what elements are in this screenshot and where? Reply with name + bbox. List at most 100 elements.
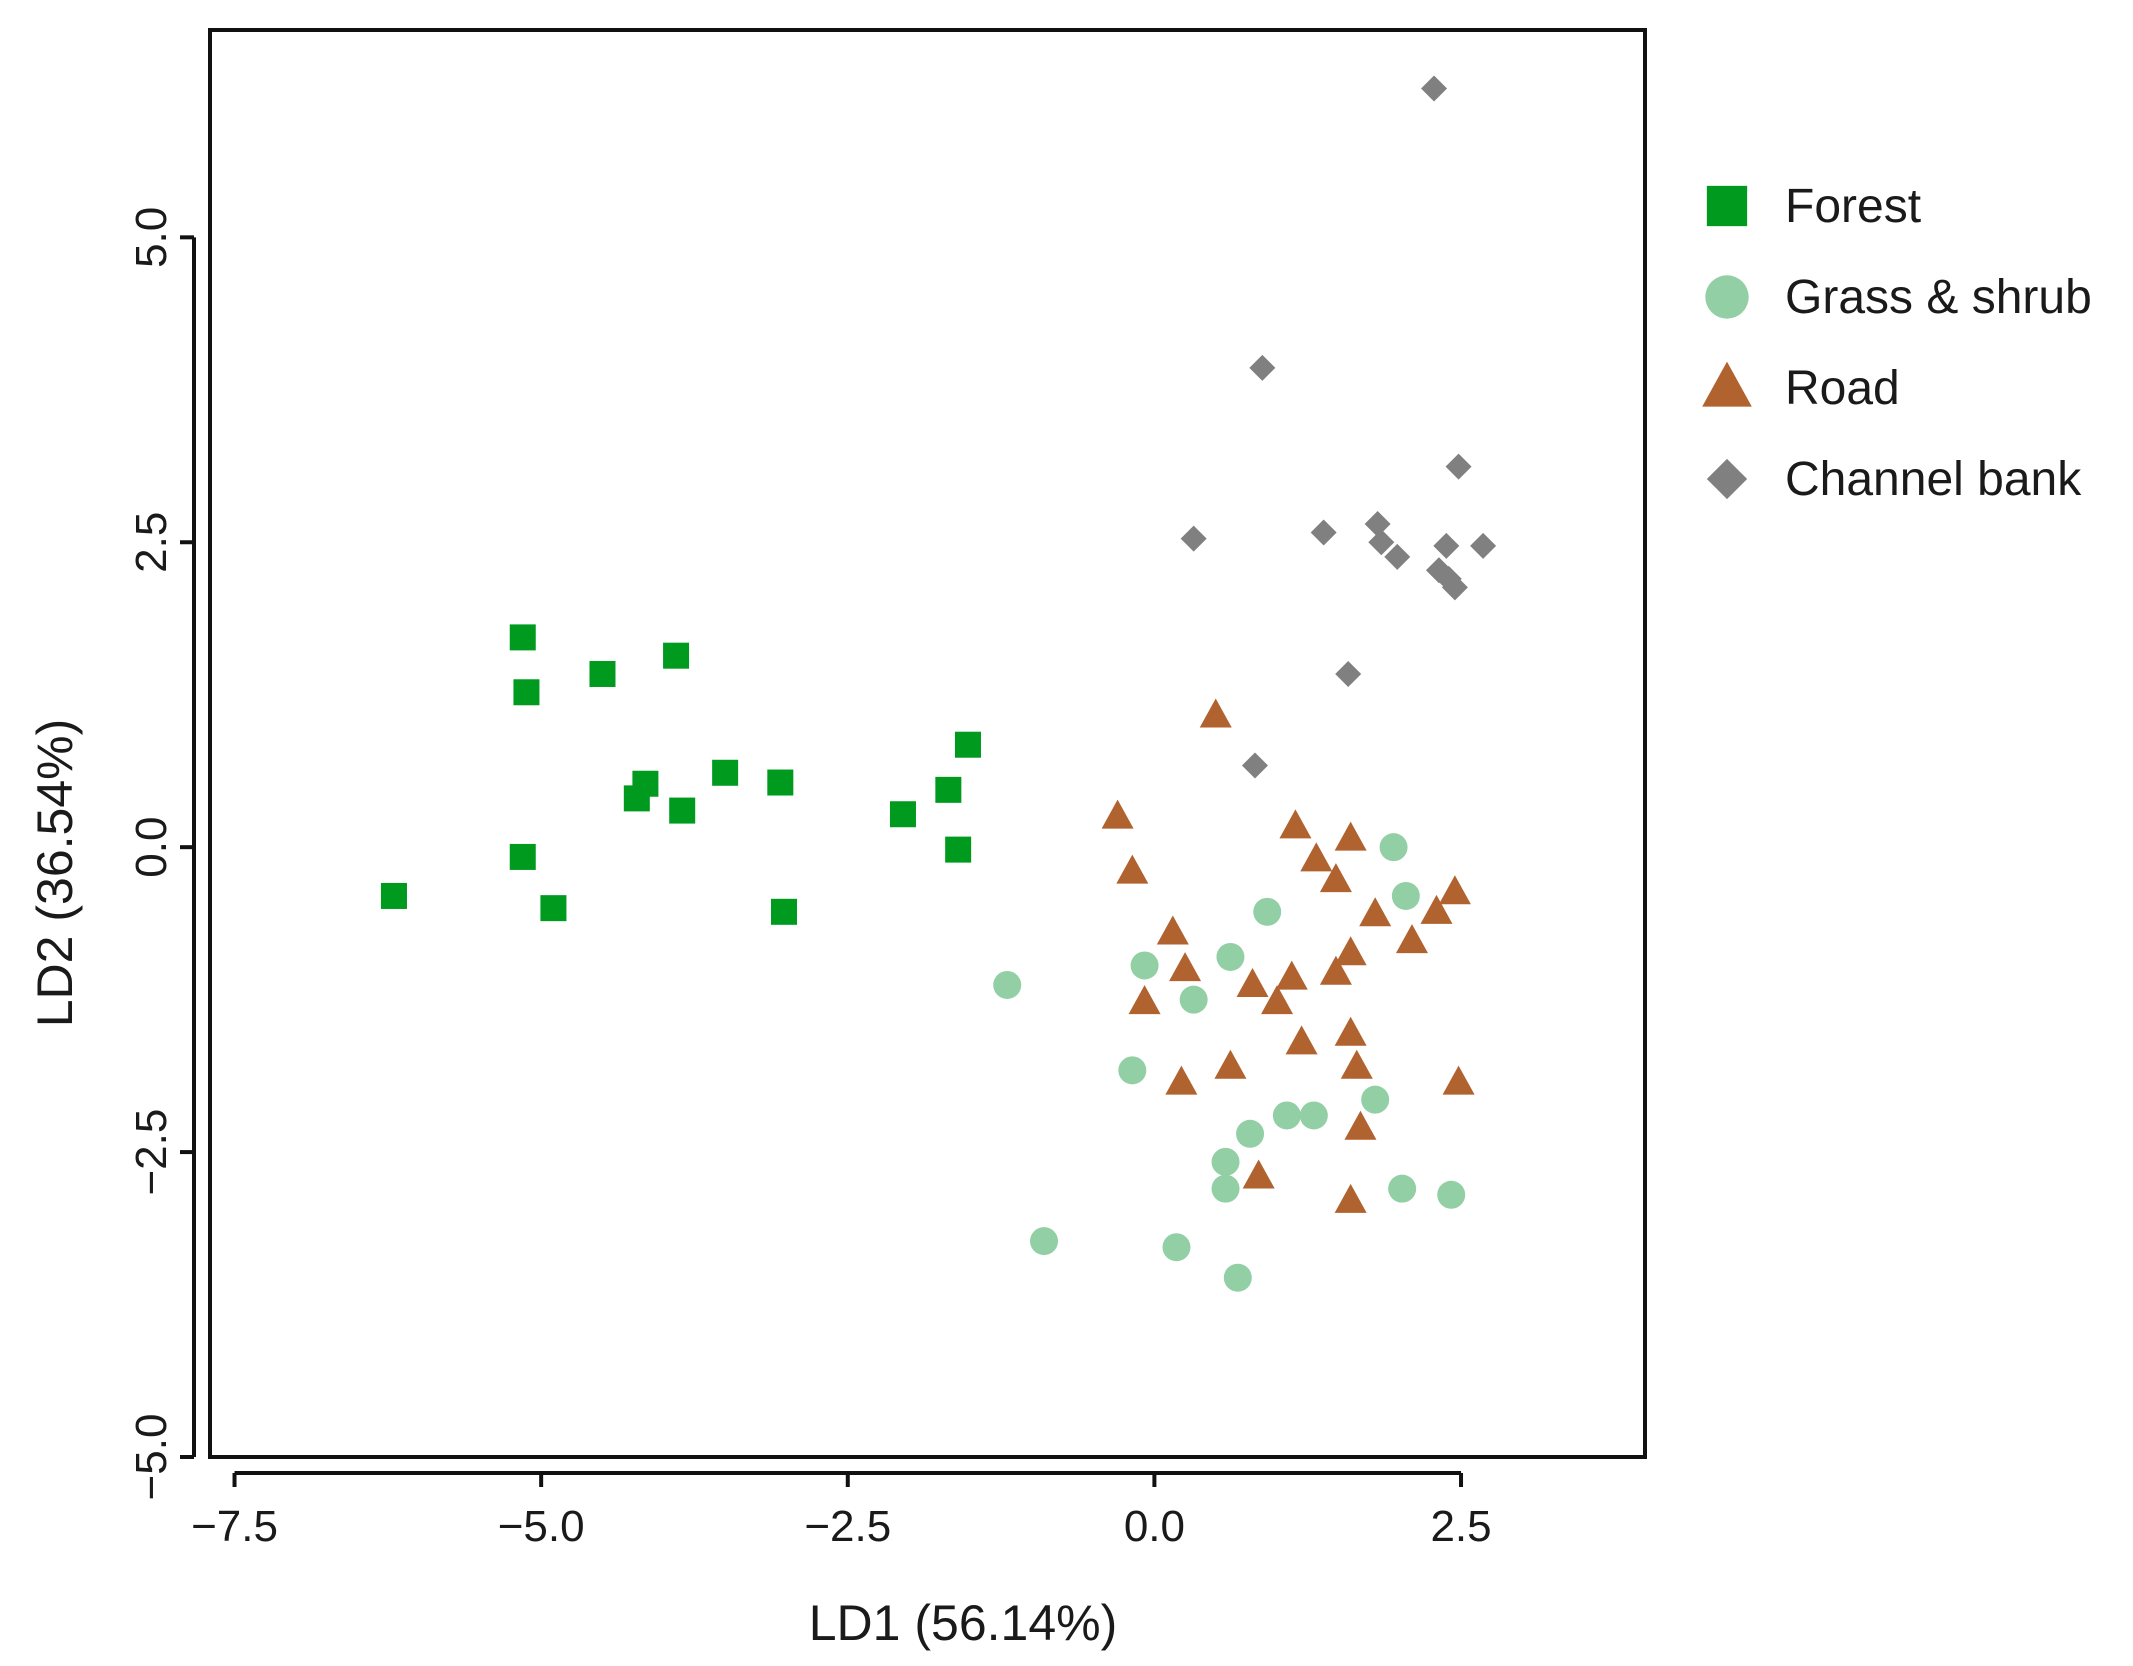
road-point [1340,1049,1373,1079]
road-point [1101,799,1134,829]
y-tick-label: 5.0 [127,207,176,268]
legend: Forest Grass & shrub Road Channel bank [1702,180,2092,506]
legend-grass-shrub-label: Grass & shrub [1785,271,2092,324]
channel-bank-point [1310,519,1337,546]
road-point [1279,809,1312,839]
grass-shrub-point [1162,1233,1191,1262]
road-point [1344,1110,1377,1140]
forest-point [589,660,616,687]
road-point [1334,936,1367,966]
x-tick-label: 2.5 [1430,1502,1491,1551]
legend-channel-bank-swatch [1706,458,1748,500]
road-point [1261,985,1294,1015]
channel-bank-point [1249,354,1276,381]
forest-point [771,898,797,925]
legend-grass-shrub-swatch [1705,275,1749,319]
road-point [1275,960,1308,990]
channel-bank-point [1368,529,1395,556]
axes: −7.5 −5.0 −2.5 0.0 2.5 −5.0 −2.5 0.0 2.5 5.0 [127,207,1492,1551]
legend-forest-label: Forest [1785,180,1921,233]
channel-bank-point [1445,453,1472,480]
forest-point [540,895,567,922]
road-point [1116,854,1149,884]
channel-bank-point [1441,574,1468,601]
channel-bank-point [1433,532,1460,559]
y-tick-label: 0.0 [127,817,176,878]
grass-shrub-point [1216,942,1245,971]
forest-point [954,731,981,758]
road-point [1359,897,1392,927]
grass-shrub-point [993,970,1022,999]
forest-point [509,624,536,651]
road-point [1420,894,1453,924]
forest-point [669,797,696,824]
grass-shrub-point [1130,951,1159,980]
road-point [1242,1159,1275,1189]
forest-point [513,679,540,706]
grass-shrub-point [1437,1180,1466,1209]
grass-shrub-point [1253,897,1282,926]
channel-bank-point [1364,510,1391,537]
road-point [1156,915,1189,945]
forest-point [712,759,739,786]
grass-shrub-point [1272,1101,1301,1130]
grass-shrub-point [1211,1147,1240,1176]
y-tick-label: 2.5 [127,512,176,573]
grass-shrub-point [1299,1101,1328,1130]
plot-frame [208,28,1647,1459]
x-tick-label: −7.5 [191,1502,278,1551]
grass-shrub-point [1211,1174,1240,1203]
road-point [1334,1183,1367,1213]
channel-bank-point [1384,543,1411,570]
road-point [1214,1049,1247,1079]
road-point [1334,821,1367,851]
y-axis-title: LD2 (36.54%) [27,719,83,1028]
forest-point [935,776,962,803]
x-tick-label: −2.5 [804,1502,891,1551]
grass-shrub-point [1236,1119,1265,1148]
grass-shrub-point [1118,1056,1147,1085]
road-point [1165,1065,1198,1095]
forest-point [380,882,407,909]
legend-road-label: Road [1785,362,1900,415]
forest-point [632,770,659,797]
forest-point [767,769,794,796]
forest-point [945,836,972,863]
road-point [1169,952,1202,982]
road-point [1285,1025,1318,1055]
legend-channel-bank-label: Channel bank [1785,453,2082,506]
road-point [1334,1016,1367,1046]
grass-shrub-point [1361,1085,1390,1114]
road-point [1395,924,1428,954]
channel-bank-point [1421,75,1448,102]
road-point [1128,985,1161,1015]
road-point [1199,698,1232,728]
legend-road-swatch [1702,361,1752,407]
forest-point [889,801,916,828]
legend-forest-swatch [1706,185,1748,227]
grass-shrub-point [1388,1174,1417,1203]
channel-bank-point [1335,660,1362,687]
y-tick-label: −5.0 [127,1414,176,1501]
x-tick-label: 0.0 [1124,1502,1185,1551]
x-axis-title: LD1 (56.14%) [809,1595,1118,1651]
road-point [1438,875,1471,905]
forest-point [663,642,690,669]
grass-shrub-point [1223,1263,1252,1292]
channel-bank-point [1470,532,1497,559]
channel-bank-point [1241,752,1268,779]
forest-point [509,843,536,870]
road-point [1300,842,1333,872]
grass-shrub-point [1030,1227,1059,1256]
road-point [1319,863,1352,893]
road-point [1442,1065,1475,1095]
grass-shrub-point [1379,833,1408,862]
road-point [1319,955,1352,985]
y-tick-label: −2.5 [127,1109,176,1196]
channel-bank-point [1180,525,1207,552]
grass-shrub-point [1391,881,1420,910]
plot-marks [380,75,1497,1292]
x-tick-label: −5.0 [498,1502,585,1551]
